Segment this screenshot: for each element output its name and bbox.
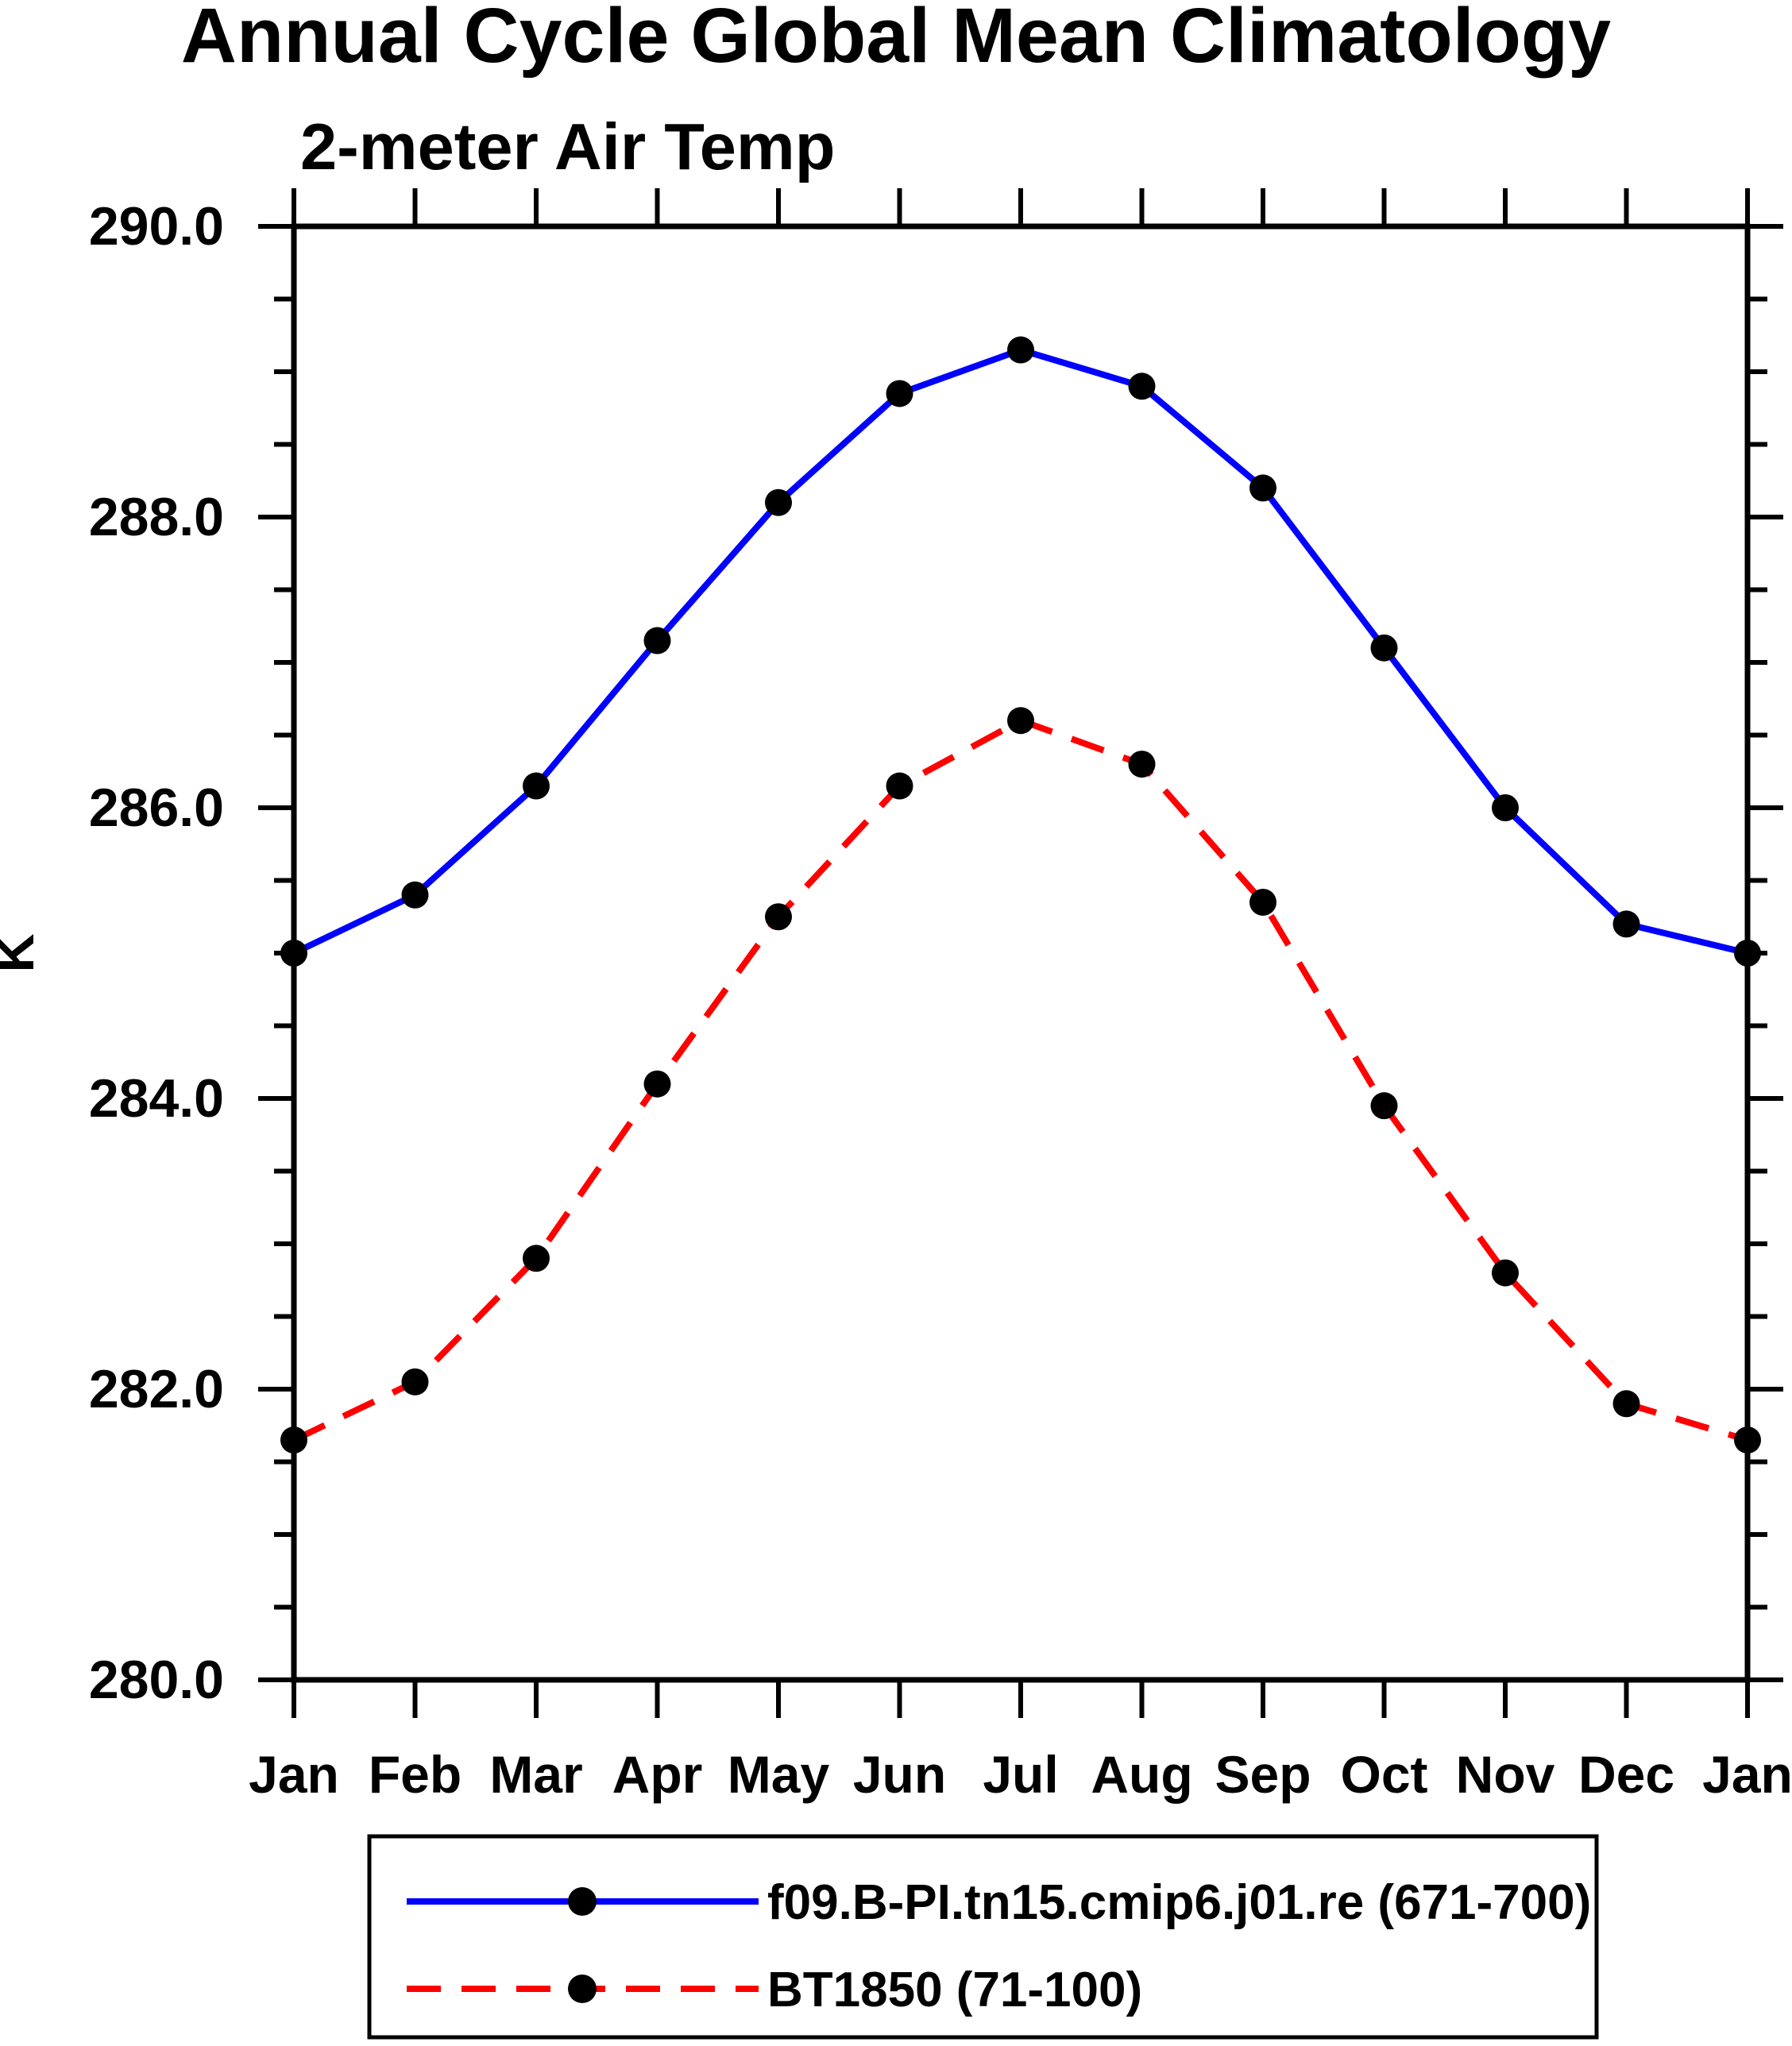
data-point-marker — [765, 488, 792, 516]
data-point-marker — [1007, 336, 1034, 364]
data-point-marker — [1007, 707, 1034, 735]
x-tick-label: Jun — [853, 1745, 946, 1804]
y-axis-labels: 280.0 282.0 284.0 286.0 288.0 290.0 — [89, 196, 224, 1710]
x-tick-label: Feb — [369, 1745, 462, 1804]
y-axis-unit-label: K — [0, 933, 45, 972]
data-point-marker — [523, 1245, 550, 1272]
y-tick-label: 280.0 — [89, 1650, 224, 1710]
data-point-marker — [280, 1426, 307, 1454]
y-axis-ticks — [258, 224, 1783, 1682]
x-tick-label: Jan — [249, 1745, 339, 1804]
data-point-marker — [1370, 1092, 1398, 1120]
x-tick-label: Dec — [1578, 1745, 1674, 1804]
data-point-marker — [886, 772, 913, 800]
legend-marker — [568, 1975, 597, 2003]
x-tick-label: Nov — [1456, 1745, 1555, 1804]
data-point-marker — [1249, 888, 1276, 916]
x-tick-label: Apr — [612, 1745, 703, 1804]
chart-title: Annual Cycle Global Mean Climatology — [181, 0, 1611, 79]
legend-label: f09.B-PI.tn15.cmip6.j01.re (671-700) — [767, 1875, 1591, 1930]
data-point-marker — [1612, 910, 1640, 938]
data-point-marker — [401, 881, 429, 909]
x-axis-ticks — [292, 188, 1750, 1718]
plot-frame — [291, 223, 1751, 1683]
x-tick-label: May — [728, 1745, 830, 1804]
legend-label: BT1850 (71-100) — [767, 1963, 1142, 2017]
data-point-marker — [401, 1368, 429, 1396]
data-point-marker — [1734, 940, 1761, 967]
data-point-marker — [1612, 1390, 1640, 1418]
y-tick-label: 282.0 — [89, 1359, 224, 1419]
x-tick-label: Jan — [1702, 1745, 1792, 1804]
x-axis-labels: Jan Feb Mar Apr May Jun Jul Aug Sep Oct Nov Dec Jan — [249, 1745, 1792, 1804]
y-tick-label: 286.0 — [89, 778, 224, 838]
data-series — [280, 336, 1761, 1454]
data-point-marker — [523, 772, 550, 800]
legend-entry: BT1850 (71-100) — [407, 1963, 1142, 2017]
data-point-marker — [1128, 373, 1156, 400]
x-tick-label: Mar — [489, 1745, 582, 1804]
y-tick-label: 288.0 — [89, 487, 224, 547]
series-2 — [280, 707, 1761, 1454]
data-point-marker — [886, 380, 913, 407]
legend: f09.B-PI.tn15.cmip6.j01.re (671-700) BT18… — [367, 1834, 1599, 2040]
legend-marker — [568, 1887, 597, 1916]
data-point-marker — [1370, 634, 1398, 662]
data-point-marker — [1734, 1426, 1761, 1454]
legend-box — [367, 1834, 1599, 2040]
data-point-marker — [280, 940, 307, 967]
series-line — [292, 346, 1748, 956]
x-tick-label: Jul — [983, 1745, 1058, 1804]
y-tick-label: 284.0 — [89, 1068, 224, 1129]
data-point-marker — [1128, 751, 1156, 778]
chart-subtitle: 2-meter Air Temp — [300, 110, 835, 183]
data-point-marker — [643, 627, 671, 654]
data-point-marker — [765, 903, 792, 931]
data-point-marker — [643, 1070, 671, 1098]
data-point-marker — [1249, 474, 1276, 502]
legend-entry: f09.B-PI.tn15.cmip6.j01.re (671-700) — [407, 1875, 1591, 1930]
x-tick-label: Oct — [1340, 1745, 1427, 1804]
data-point-marker — [1492, 1259, 1519, 1287]
data-point-marker — [1492, 794, 1519, 821]
x-tick-label: Sep — [1215, 1745, 1311, 1804]
series-1 — [280, 336, 1761, 967]
y-tick-label: 290.0 — [89, 196, 224, 257]
x-tick-label: Aug — [1091, 1745, 1192, 1804]
